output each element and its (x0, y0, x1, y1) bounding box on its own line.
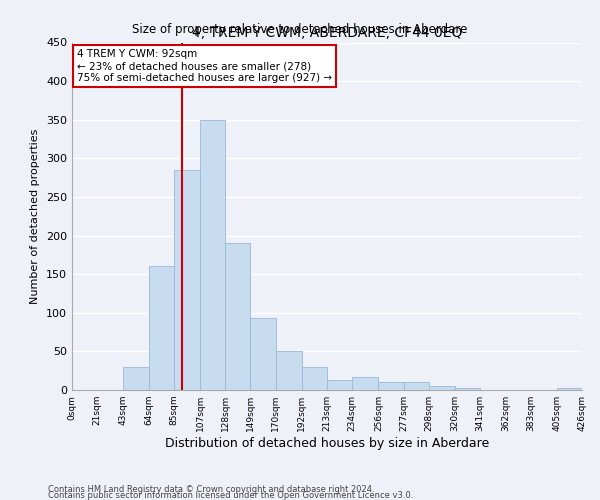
Bar (200, 120, 225, 390)
Bar (327, 380, 352, 390)
Bar (302, 367, 327, 390)
Text: Contains public sector information licensed under the Open Government Licence v3: Contains public sector information licen… (48, 491, 413, 500)
Bar (275, 352, 302, 390)
Bar (557, 388, 582, 390)
Bar (379, 382, 404, 390)
Bar (225, 244, 250, 390)
Bar (124, 367, 149, 390)
Text: Contains HM Land Registry data © Crown copyright and database right 2024.: Contains HM Land Registry data © Crown c… (48, 485, 374, 494)
Bar (429, 386, 455, 390)
Y-axis label: Number of detached properties: Number of detached properties (31, 128, 40, 304)
Text: 4 TREM Y CWM: 92sqm
← 23% of detached houses are smaller (278)
75% of semi-detac: 4 TREM Y CWM: 92sqm ← 23% of detached ho… (77, 50, 332, 82)
Bar (250, 318, 275, 390)
Bar (174, 170, 200, 390)
Bar (404, 382, 429, 390)
Text: Size of property relative to detached houses in Aberdare: Size of property relative to detached ho… (133, 22, 467, 36)
Bar (352, 377, 379, 390)
Title: 4, TREM Y CWM, ABERDARE, CF44 0EQ: 4, TREM Y CWM, ABERDARE, CF44 0EQ (192, 26, 462, 40)
Bar (455, 388, 480, 390)
Bar (149, 266, 174, 390)
X-axis label: Distribution of detached houses by size in Aberdare: Distribution of detached houses by size … (165, 437, 489, 450)
